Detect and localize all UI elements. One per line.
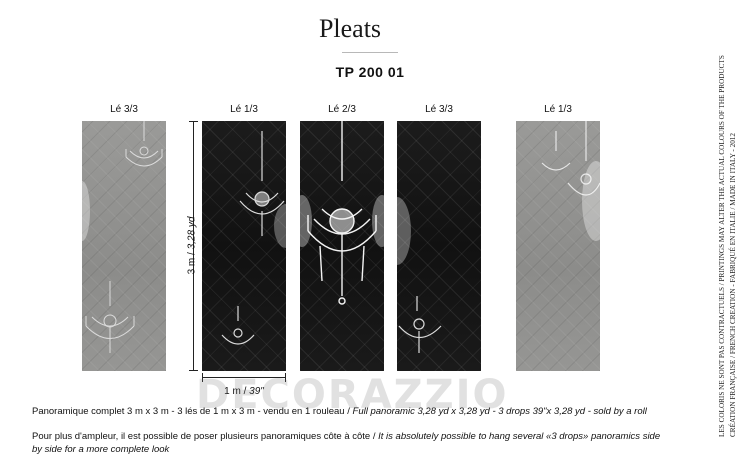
- product-code: TP 200 01: [335, 64, 405, 80]
- height-dimension-cap: [189, 121, 198, 122]
- width-dimension-line: [202, 377, 286, 378]
- chandelier-image: [221, 131, 286, 345]
- wallpaper-panel-3: [300, 121, 384, 371]
- side-disclaimer-line-2: CRÉATION FRANÇAISE / FRENCH CREATION - F…: [729, 133, 737, 437]
- side-disclaimer: LES COLORIS NE SONT PAS CONTRACTUELS / P…: [717, 41, 739, 437]
- watermark: DECORAZZIO: [196, 372, 509, 418]
- panel-label-1: Lé 3/3: [110, 104, 138, 115]
- side-disclaimer-line-1: LES COLORIS NE SONT PAS CONTRACTUELS / P…: [718, 55, 726, 437]
- wallpaper-panel-4: [397, 121, 481, 371]
- chandelier-image: [397, 197, 442, 353]
- panel-label-4: Lé 3/3: [425, 104, 453, 115]
- width-dimension-cap: [285, 373, 286, 382]
- panel-label-2: Lé 1/3: [230, 104, 258, 115]
- height-dimension-line: [193, 121, 194, 371]
- height-dimension-label: 3 m / 3,28 yd: [186, 216, 198, 275]
- note-line-2: Pour plus d'ampleur, il est possible de …: [32, 431, 661, 455]
- width-dimension-cap: [202, 373, 203, 382]
- collection-title: Pleats: [318, 14, 382, 43]
- title-divider: [342, 52, 398, 53]
- chandelier-image: [541, 121, 600, 241]
- note-line-1: Panoramique complet 3 m x 3 m - 3 lés de…: [32, 406, 647, 417]
- wallpaper-panel-5: [516, 121, 600, 371]
- width-dimension-label: 1 m / 39": [224, 386, 264, 397]
- wallpaper-panel-1: [82, 121, 166, 371]
- height-dimension-cap: [189, 370, 198, 371]
- panel-label-3: Lé 2/3: [328, 104, 356, 115]
- chandelier-image: [82, 121, 163, 353]
- wallpaper-panel-2: [202, 121, 286, 371]
- panel-label-5: Lé 1/3: [544, 104, 572, 115]
- chandelier-image: [300, 121, 384, 305]
